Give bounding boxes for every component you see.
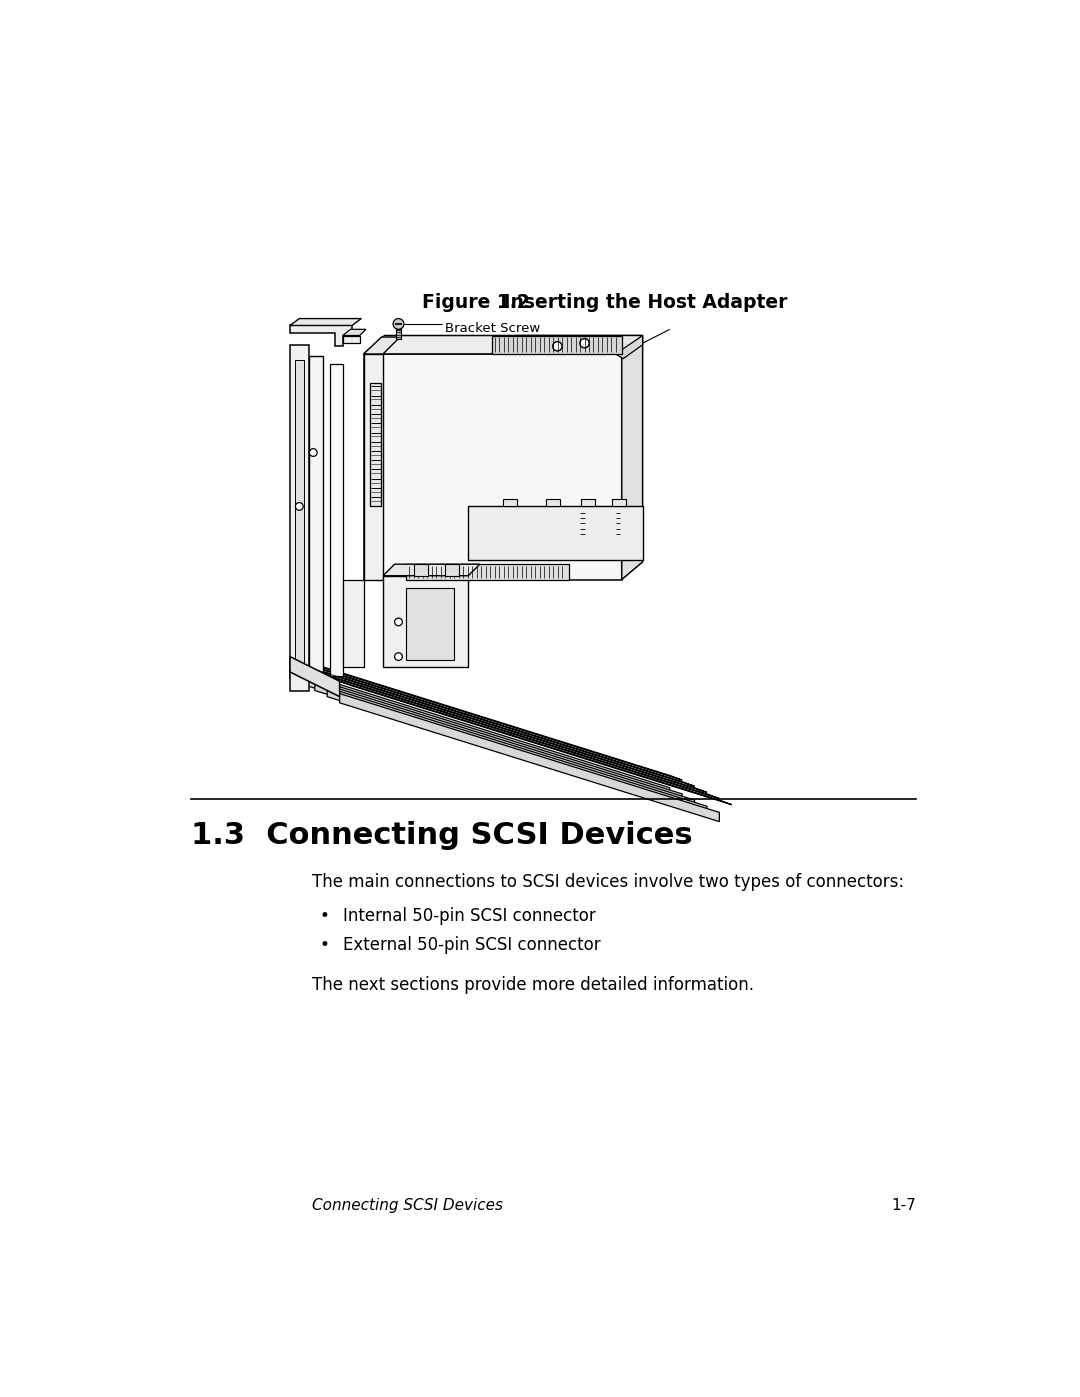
- Text: Bracket Screw: Bracket Screw: [445, 321, 540, 335]
- Polygon shape: [291, 657, 683, 780]
- Polygon shape: [406, 564, 569, 580]
- Text: 1-7: 1-7: [891, 1197, 916, 1213]
- Polygon shape: [364, 337, 400, 353]
- Polygon shape: [616, 335, 643, 359]
- Polygon shape: [491, 335, 643, 353]
- Polygon shape: [342, 580, 364, 666]
- Polygon shape: [291, 326, 352, 346]
- Polygon shape: [330, 365, 342, 676]
- Polygon shape: [291, 319, 362, 326]
- Polygon shape: [314, 682, 694, 809]
- Polygon shape: [369, 383, 381, 507]
- Polygon shape: [503, 499, 517, 507]
- Circle shape: [580, 338, 590, 348]
- Polygon shape: [364, 353, 622, 580]
- Text: Inserting the Host Adapter: Inserting the Host Adapter: [484, 293, 787, 312]
- Polygon shape: [327, 687, 707, 816]
- Polygon shape: [611, 499, 625, 507]
- Text: External 50-pin SCSI connector: External 50-pin SCSI connector: [342, 936, 600, 954]
- Polygon shape: [584, 507, 616, 545]
- Text: 1.3  Connecting SCSI Devices: 1.3 Connecting SCSI Devices: [191, 820, 692, 849]
- Polygon shape: [491, 335, 622, 353]
- Polygon shape: [364, 335, 643, 353]
- Polygon shape: [342, 330, 366, 335]
- Polygon shape: [581, 499, 595, 507]
- Polygon shape: [414, 564, 428, 576]
- Circle shape: [393, 319, 404, 330]
- Text: The main connections to SCSI devices involve two types of connectors:: The main connections to SCSI devices inv…: [312, 873, 904, 891]
- Text: The next sections provide more detailed information.: The next sections provide more detailed …: [312, 977, 754, 995]
- Polygon shape: [302, 675, 683, 803]
- Text: Internal 50-pin SCSI connector: Internal 50-pin SCSI connector: [342, 907, 595, 925]
- Polygon shape: [545, 499, 559, 507]
- Polygon shape: [339, 693, 719, 821]
- Polygon shape: [327, 675, 719, 799]
- Circle shape: [553, 342, 562, 351]
- Polygon shape: [291, 669, 670, 798]
- Polygon shape: [469, 507, 643, 560]
- Circle shape: [296, 503, 303, 510]
- Text: Figure 1.2: Figure 1.2: [422, 293, 529, 312]
- Polygon shape: [302, 662, 694, 787]
- Polygon shape: [406, 588, 455, 661]
- Polygon shape: [383, 564, 480, 576]
- Polygon shape: [314, 669, 707, 792]
- Circle shape: [394, 617, 403, 626]
- Text: •: •: [320, 907, 329, 925]
- Text: Connecting SCSI Devices: Connecting SCSI Devices: [312, 1197, 502, 1213]
- Polygon shape: [296, 360, 303, 668]
- Polygon shape: [291, 657, 339, 697]
- Polygon shape: [309, 356, 323, 680]
- Polygon shape: [291, 345, 309, 692]
- Polygon shape: [396, 330, 401, 339]
- Text: •: •: [320, 936, 329, 954]
- Polygon shape: [445, 564, 459, 576]
- Polygon shape: [364, 353, 383, 580]
- Polygon shape: [383, 576, 469, 666]
- Circle shape: [394, 652, 403, 661]
- Polygon shape: [339, 682, 732, 805]
- Polygon shape: [622, 335, 643, 580]
- Circle shape: [309, 448, 318, 457]
- Polygon shape: [342, 335, 360, 344]
